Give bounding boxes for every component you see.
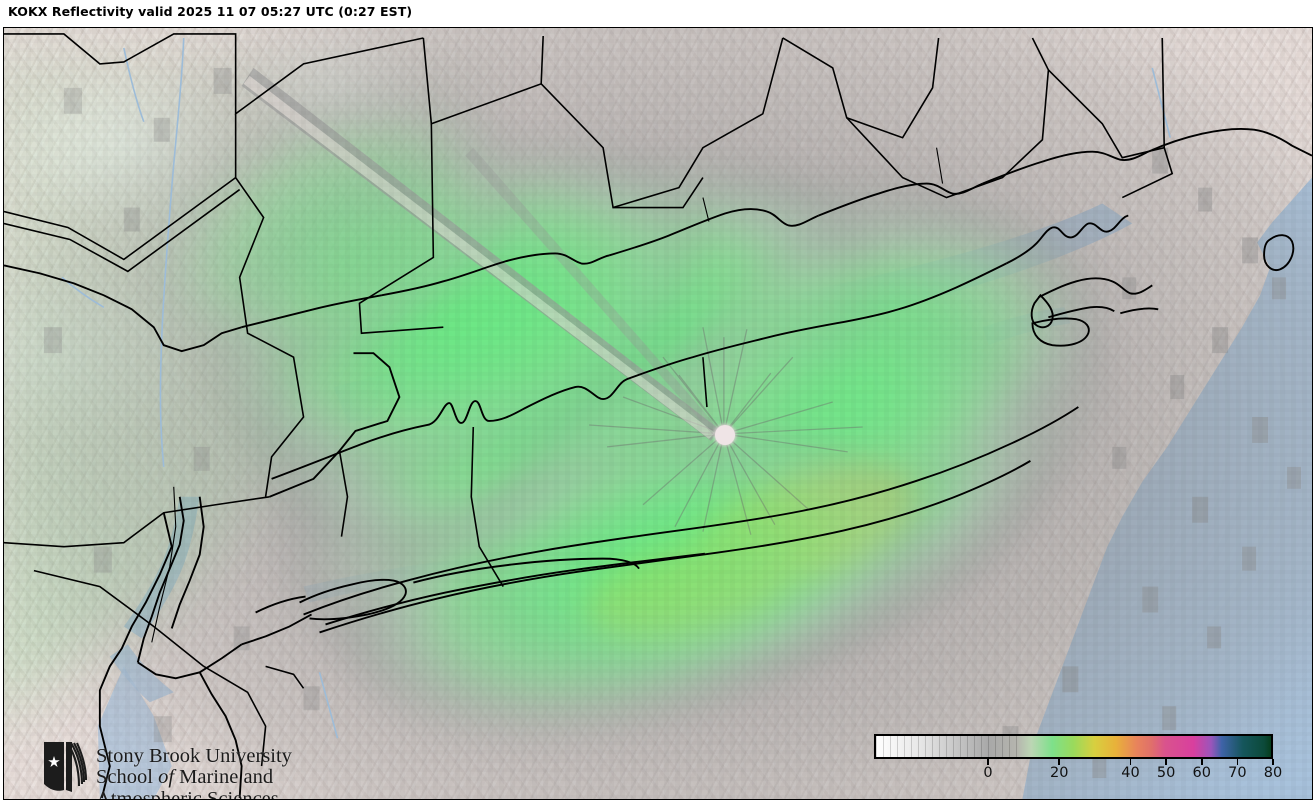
- map-canvas: Stony Brook University School of Marine …: [4, 28, 1312, 799]
- colorbar-tick-label: 0: [983, 765, 993, 781]
- logo-line-2: School of Marine and: [96, 767, 292, 788]
- colorbar-gradient-bar: [874, 734, 1273, 759]
- logo-line-2c: Marine and: [174, 766, 274, 789]
- boundaries-layer: [4, 28, 1312, 799]
- logo-line-1: Stony Brook University: [96, 745, 292, 767]
- logo-text: Stony Brook University School of Marine …: [96, 740, 292, 799]
- colorbar-tick: [1272, 759, 1274, 765]
- colorbar-tick-label: 40: [1121, 765, 1140, 781]
- radar-map[interactable]: Stony Brook University School of Marine …: [3, 27, 1313, 800]
- colorbar-tick-labels: 0 20 40 50 60 70 80: [874, 765, 1282, 785]
- page-title: KOKX Reflectivity valid 2025 11 07 05:27…: [8, 4, 413, 19]
- colorbar-tick-label: 50: [1156, 765, 1176, 781]
- colorbar-tick: [1200, 759, 1203, 765]
- radar-gate-texture: [4, 28, 1312, 799]
- colorbar-tick: [1165, 759, 1167, 765]
- colorbar-tick-label: 80: [1263, 765, 1283, 781]
- stony-brook-logo: Stony Brook University School of Marine …: [42, 740, 292, 799]
- colorbar-tick: [987, 759, 989, 765]
- colorbar-tick-label: 70: [1228, 765, 1247, 781]
- radar-site-marker[interactable]: [715, 425, 735, 445]
- reflectivity-colorbar: 0 20 40 50 60 70 80: [874, 734, 1282, 781]
- colorbar-tick: [1058, 759, 1061, 765]
- colorbar-gradient: [876, 736, 1271, 757]
- logo-line-2a: School: [96, 766, 159, 789]
- reflectivity-echo-layer: [4, 28, 1312, 799]
- colorbar-tick-label: 20: [1050, 765, 1069, 781]
- shield-icon: [44, 742, 88, 792]
- colorbar-tick: [1236, 759, 1239, 765]
- colorbar-tick: [1129, 759, 1132, 765]
- logo-line-2b: of: [158, 766, 175, 789]
- logo-line-3: Atmospheric Sciences: [96, 787, 279, 799]
- title-bar: KOKX Reflectivity valid 2025 11 07 05:27…: [0, 0, 1316, 26]
- colorbar-fine-ticks: [876, 736, 1019, 757]
- colorbar-tick-label: 60: [1192, 765, 1211, 781]
- colorbar-ticks: [874, 759, 1274, 765]
